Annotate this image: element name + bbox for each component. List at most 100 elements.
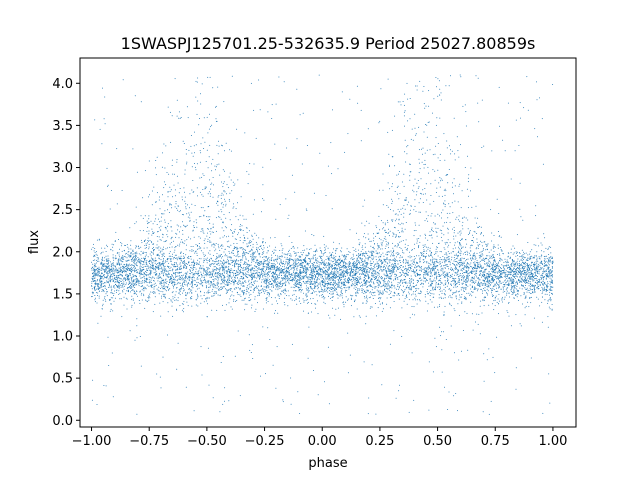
data-point (416, 303, 418, 305)
data-point (335, 271, 337, 273)
data-point (218, 286, 219, 288)
data-point (216, 282, 218, 284)
data-point (431, 275, 433, 277)
data-point (312, 257, 314, 259)
data-point (92, 260, 94, 261)
data-point (543, 276, 545, 278)
data-point (478, 266, 480, 267)
data-point (248, 251, 250, 253)
data-point (413, 272, 415, 274)
data-point (191, 166, 193, 168)
data-point (328, 265, 330, 267)
data-point (154, 303, 156, 305)
data-point (460, 144, 461, 146)
data-point (428, 282, 430, 284)
data-point (192, 250, 194, 252)
data-point (93, 276, 95, 278)
data-point (304, 273, 306, 274)
data-point (194, 280, 196, 282)
data-point (377, 279, 379, 280)
data-point (317, 260, 319, 262)
data-point (187, 305, 189, 307)
data-point (143, 264, 145, 265)
data-point (250, 271, 252, 273)
data-point (333, 272, 335, 273)
data-point (130, 276, 132, 278)
data-point (140, 270, 142, 272)
data-point (397, 208, 399, 210)
data-point (408, 201, 410, 203)
data-point (339, 263, 341, 265)
data-point (515, 269, 517, 271)
data-point (309, 267, 311, 268)
data-point (347, 254, 349, 256)
data-point (290, 258, 292, 260)
data-point (418, 162, 420, 164)
data-point (92, 293, 94, 295)
data-point (265, 299, 267, 301)
data-point (536, 279, 538, 281)
data-point (536, 287, 538, 289)
data-point (476, 222, 478, 224)
data-point (201, 374, 203, 376)
data-point (197, 278, 199, 280)
data-point (302, 250, 304, 251)
data-point (299, 270, 301, 272)
data-point (392, 259, 394, 261)
data-point (263, 278, 265, 280)
data-point (394, 287, 396, 289)
data-point (343, 270, 345, 272)
data-point (529, 269, 531, 271)
data-point (515, 119, 517, 121)
data-point (422, 256, 424, 257)
data-point (417, 292, 419, 294)
data-point (161, 286, 163, 288)
data-point (278, 285, 280, 286)
data-point (284, 293, 286, 295)
data-point (210, 272, 212, 274)
data-point (208, 280, 210, 282)
data-point (269, 245, 271, 247)
data-point (249, 300, 251, 302)
data-point (168, 262, 170, 264)
data-point (379, 256, 381, 258)
data-point (330, 265, 332, 267)
data-point (450, 283, 451, 285)
data-point (221, 211, 223, 213)
data-point (132, 273, 134, 275)
data-point (459, 183, 461, 185)
data-point (504, 258, 506, 260)
data-point (327, 270, 329, 271)
data-point (405, 269, 407, 271)
data-point (534, 288, 536, 290)
data-point (182, 221, 183, 223)
data-point (434, 261, 436, 262)
data-point (174, 296, 176, 298)
data-point (364, 292, 366, 294)
data-point (147, 268, 149, 270)
data-point (202, 252, 204, 254)
data-point (447, 232, 449, 234)
data-point (214, 269, 216, 271)
data-point (278, 286, 280, 288)
data-point (454, 268, 456, 270)
data-point (139, 290, 141, 292)
data-point (429, 278, 431, 279)
data-point (424, 237, 426, 239)
data-point (208, 292, 210, 294)
data-point (184, 264, 186, 265)
data-point (254, 298, 256, 300)
data-point (444, 194, 446, 196)
data-point (479, 263, 481, 265)
data-point (197, 282, 199, 284)
data-point (457, 410, 458, 412)
data-point (419, 198, 421, 200)
data-point (380, 260, 382, 262)
data-point (356, 254, 358, 256)
data-point (380, 277, 382, 279)
data-point (204, 281, 206, 283)
data-point (363, 293, 365, 294)
data-point (256, 273, 258, 275)
data-point (106, 291, 108, 293)
data-point (206, 216, 207, 218)
